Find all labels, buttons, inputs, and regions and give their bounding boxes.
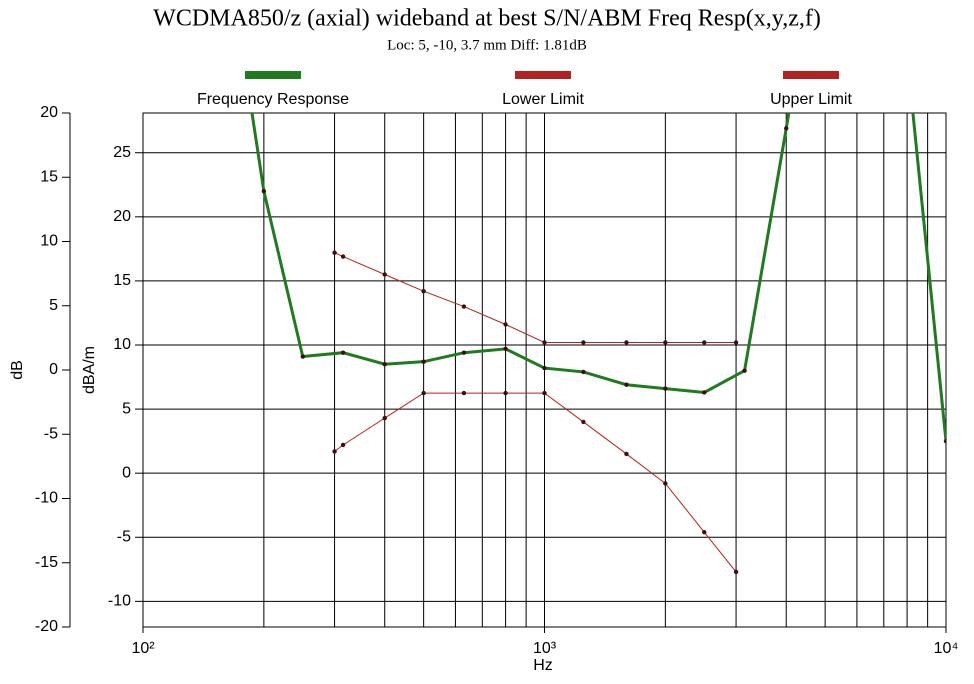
legend-label: Upper Limit [770, 91, 852, 108]
chart-subtitle: Loc: 5, -10, 3.7 mm Diff: 1.81dB [387, 37, 587, 53]
point [421, 390, 426, 396]
y-tick-label: 0 [49, 361, 58, 378]
point [461, 304, 467, 309]
y-axis-label: dB [9, 360, 26, 380]
chart-title: WCDMA850/z (axial) wideband at best S/N/… [153, 6, 821, 32]
point [943, 438, 946, 444]
point [581, 419, 586, 425]
point [905, 53, 909, 57]
y2-tick-label: -5 [117, 528, 131, 545]
plot-area [250, 53, 946, 575]
point [382, 362, 387, 367]
y-tick-label: -5 [44, 425, 58, 442]
y-tick-label: 10 [40, 233, 58, 250]
point [624, 382, 629, 387]
series-line [334, 392, 737, 573]
point [733, 340, 739, 345]
point [421, 359, 426, 364]
point [581, 340, 586, 345]
legend-label: Frequency Response [197, 91, 349, 108]
x-tick-label: 10⁴ [934, 640, 959, 657]
point [503, 322, 508, 327]
point [663, 386, 668, 391]
x-axis-label: Hz [533, 657, 553, 674]
y2-tick-label: 15 [113, 272, 131, 289]
y2-tick-label: 10 [113, 336, 131, 353]
point [340, 350, 346, 355]
y-tick-label: -20 [35, 618, 58, 635]
series-line [250, 113, 946, 442]
y2-tick-label: 5 [122, 400, 131, 417]
point [624, 451, 629, 457]
legend-swatch [245, 71, 301, 79]
point [503, 390, 508, 396]
point [503, 346, 508, 352]
point [542, 365, 547, 371]
y2-tick-label: -10 [108, 593, 131, 610]
legend-swatch [515, 71, 571, 79]
point [702, 340, 707, 345]
point [261, 188, 267, 194]
point [340, 254, 346, 259]
y-tick-label: 5 [49, 297, 58, 314]
point [461, 350, 467, 355]
y-tick-label: -15 [35, 554, 58, 571]
point [784, 126, 789, 131]
point [702, 529, 707, 535]
series-line [334, 252, 737, 343]
point [733, 569, 739, 575]
point [340, 442, 346, 448]
legend-label: Lower Limit [502, 91, 584, 108]
y2-axis-label: dBA/m [81, 346, 98, 394]
point [663, 340, 668, 345]
point [624, 340, 629, 345]
x-tick-label: 10³ [533, 640, 557, 657]
point [742, 368, 747, 373]
y-tick-label: 20 [40, 104, 58, 121]
x-tick-label: 10² [131, 640, 155, 657]
point [382, 272, 387, 277]
point [702, 390, 707, 395]
point [663, 481, 668, 486]
point [542, 340, 547, 345]
point [581, 369, 586, 375]
y2-tick-label: 20 [113, 208, 131, 225]
point [421, 288, 426, 294]
y2-tick-label: 25 [113, 144, 131, 161]
y-tick-label: -10 [35, 490, 58, 507]
point [461, 390, 467, 396]
point [382, 415, 387, 421]
point [300, 354, 305, 359]
point [542, 390, 547, 396]
legend-swatch [783, 71, 839, 79]
point [332, 449, 337, 454]
y-tick-label: 15 [40, 168, 58, 185]
y2-tick-label: 0 [122, 464, 131, 481]
point [332, 250, 337, 255]
